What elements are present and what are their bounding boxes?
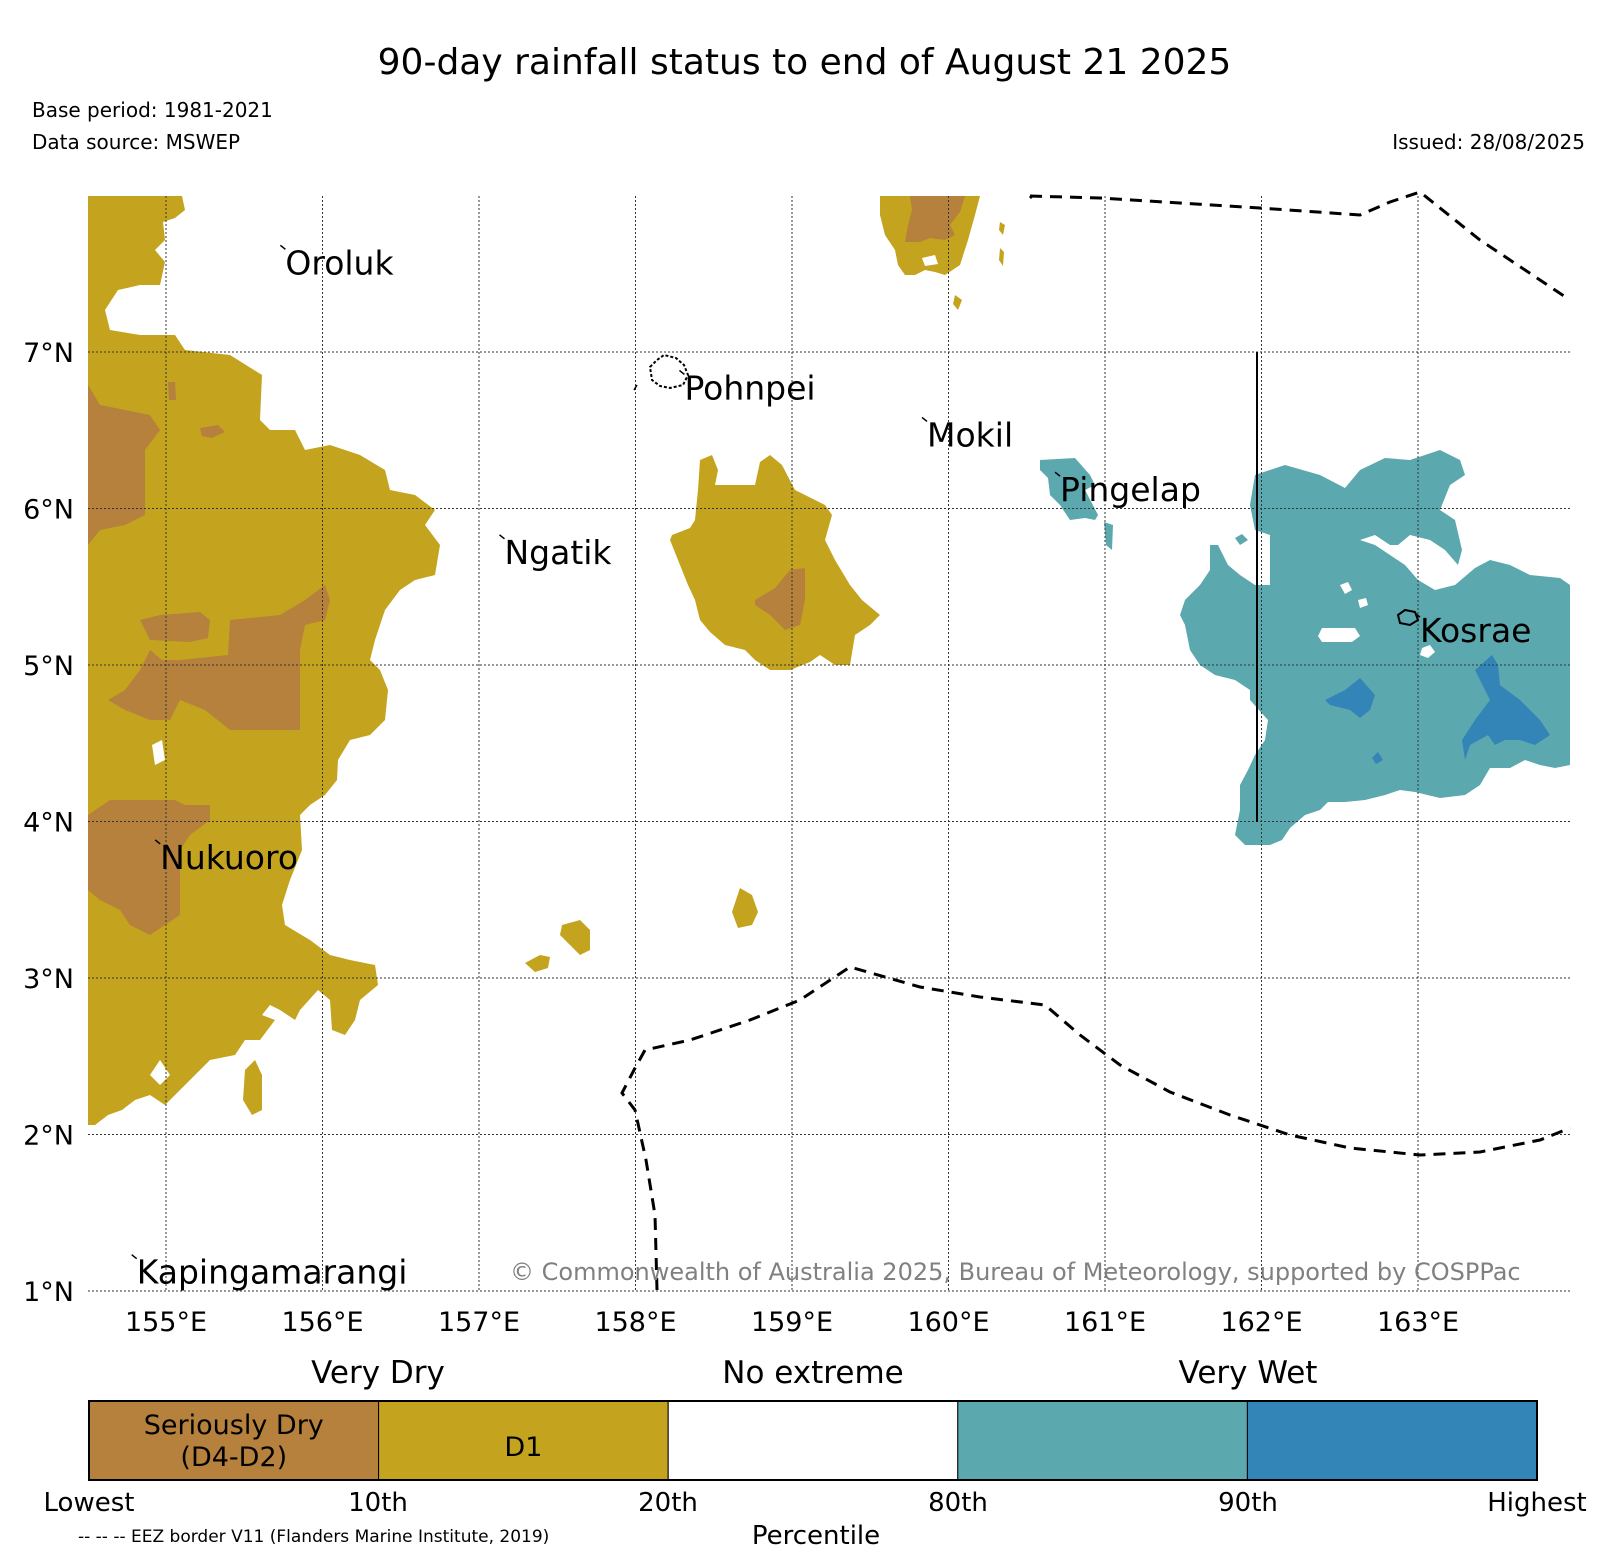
wet-region-pingelap xyxy=(1040,458,1098,520)
legend-category-label: D1 xyxy=(504,1432,542,1463)
legend-frame xyxy=(88,1400,1538,1481)
wet-region-pingelap-dot xyxy=(1104,522,1113,550)
legend-category-label: Seriously Dry (D4-D2) xyxy=(144,1410,324,1473)
lat-tick-label: 7°N xyxy=(23,338,74,369)
legend-swatch-2 xyxy=(667,1400,959,1481)
very-wet-patch-1 xyxy=(1325,678,1375,718)
lat-tick-label: 2°N xyxy=(23,1121,74,1152)
no-extreme-hole-1 xyxy=(150,1060,170,1085)
percentile-tick-20th: 20th xyxy=(638,1488,698,1518)
place-label-pingelap: Pingelap xyxy=(1060,470,1201,509)
map-title: 90-day rainfall status to end of August … xyxy=(377,42,1232,83)
eez-borders xyxy=(620,190,1571,1291)
lat-tick-label: 4°N xyxy=(23,808,74,839)
legend-header-very-wet: Very Wet xyxy=(1178,1355,1318,1391)
legend-swatch-4 xyxy=(1246,1400,1538,1481)
lon-tick-label: 158°E xyxy=(594,1307,676,1338)
place-label-nukuoro: Nukuoro xyxy=(160,838,298,877)
legend-header-no-extreme: No extreme xyxy=(722,1355,904,1391)
legend-colorbar: Seriously Dry (D4-D2) D1 xyxy=(88,1400,1538,1481)
dry-region-north-dot-1 xyxy=(953,295,962,310)
lon-tick-label: 161°E xyxy=(1064,1307,1146,1338)
dry-region-tiny xyxy=(243,1060,262,1115)
place-marker xyxy=(678,369,685,376)
lat-tick-label: 6°N xyxy=(23,495,74,526)
percentile-tick-80th: 80th xyxy=(928,1488,988,1518)
base-period-text: Base period: 1981-2021 xyxy=(32,98,273,122)
place-marker xyxy=(1054,471,1061,477)
eez-border-note: -- -- -- EEZ border V11 (Flanders Marine… xyxy=(78,1527,550,1547)
percentile-axis-label: Percentile xyxy=(751,1521,881,1551)
lon-tick-label: 163°E xyxy=(1377,1307,1459,1338)
lon-tick-label: 162°E xyxy=(1220,1307,1302,1338)
seriously-dry-patch-2 xyxy=(108,585,330,730)
data-source-text: Data source: MSWEP xyxy=(32,130,241,154)
legend-swatch-0 xyxy=(88,1400,380,1481)
seriously-dry-north xyxy=(905,196,965,242)
dry-region-north-dot-3 xyxy=(999,248,1004,266)
place-labels: Oroluk Pohnpei Mokil Pingelap Ngatik Kosrae Nu… xyxy=(131,243,1531,1292)
lon-tick-label: 157°E xyxy=(438,1307,520,1338)
no-extreme-hole-east-4 xyxy=(1358,598,1368,608)
no-extreme-hole-2 xyxy=(152,740,165,765)
lon-tick-label: 156°E xyxy=(281,1307,363,1338)
very-wet-dot xyxy=(1372,752,1383,764)
place-marker xyxy=(279,244,286,250)
map-grid: 155°E 156°E 157°E 158°E 159°E 160°E 161°E 162°E… xyxy=(23,196,1570,1338)
seriously-dry-patch-4 xyxy=(140,612,210,642)
place-label-pohnpei: Pohnpei xyxy=(684,368,815,407)
place-label-mokil: Mokil xyxy=(927,415,1013,454)
kosrae-island-outline xyxy=(1396,608,1420,627)
pohnpei-island-outline xyxy=(648,353,690,390)
place-label-oroluk: Oroluk xyxy=(285,243,394,282)
lon-tick-label: 160°E xyxy=(907,1307,989,1338)
lat-tick-label: 1°N xyxy=(23,1277,74,1308)
wet-region-east xyxy=(1180,450,1570,845)
no-extreme-hole-east-2 xyxy=(1420,645,1435,658)
legend-swatch-1 xyxy=(378,1400,669,1481)
seriously-dry-central xyxy=(755,568,805,630)
legend-swatch-3 xyxy=(957,1400,1248,1481)
issued-date-text: Issued: 28/08/2025 xyxy=(1392,130,1585,154)
seriously-dry-patch-3 xyxy=(88,800,210,935)
lat-tick-label: 5°N xyxy=(23,651,74,682)
percentile-tick-10th: 10th xyxy=(348,1488,408,1518)
place-label-kapingamarangi: Kapingamarangi xyxy=(137,1253,408,1292)
percentile-tick-90th: 90th xyxy=(1218,1488,1278,1518)
lon-tick-label: 159°E xyxy=(751,1307,833,1338)
no-extreme-hole-east-1 xyxy=(1318,628,1360,642)
legend-header-very-dry: Very Dry xyxy=(311,1355,445,1391)
lat-tick-label: 3°N xyxy=(23,964,74,995)
eez-border-west-stub xyxy=(1028,194,1034,200)
eez-border-south xyxy=(620,965,1571,1291)
seriously-dry-dot-2 xyxy=(168,382,176,400)
dry-region-ngatik-2 xyxy=(525,955,550,972)
percentile-tick-highest: Highest xyxy=(1487,1488,1587,1518)
place-label-kosrae: Kosrae xyxy=(1420,611,1531,650)
no-extreme-hole-north xyxy=(922,255,938,266)
dry-region-north-dot-2 xyxy=(999,222,1005,235)
seriously-dry-patch-1 xyxy=(88,385,160,545)
place-marker xyxy=(154,839,161,845)
place-marker xyxy=(499,534,505,540)
no-extreme-hole-east-3 xyxy=(1340,582,1352,594)
copyright-text: © Commonwealth of Australia 2025, Bureau… xyxy=(510,1258,1521,1286)
seriously-dry-dot-1 xyxy=(200,425,225,438)
lon-tick-label: 155°E xyxy=(125,1307,207,1338)
place-marker xyxy=(921,416,928,423)
dry-region-south xyxy=(732,888,758,928)
eez-border-north xyxy=(1029,190,1571,302)
percentile-tick-lowest: Lowest xyxy=(43,1488,135,1518)
rainfall-anomaly-layer xyxy=(88,196,1570,1125)
place-label-ngatik: Ngatik xyxy=(504,533,612,572)
pohnpei-atoll-mark xyxy=(633,384,638,391)
place-marker xyxy=(131,1254,138,1260)
wet-region-east-dot xyxy=(1235,534,1248,545)
dry-region-central xyxy=(670,455,880,670)
very-wet-patch-2 xyxy=(1462,655,1550,760)
place-marker xyxy=(1414,612,1421,618)
dry-region-ngatik-1 xyxy=(560,920,590,955)
